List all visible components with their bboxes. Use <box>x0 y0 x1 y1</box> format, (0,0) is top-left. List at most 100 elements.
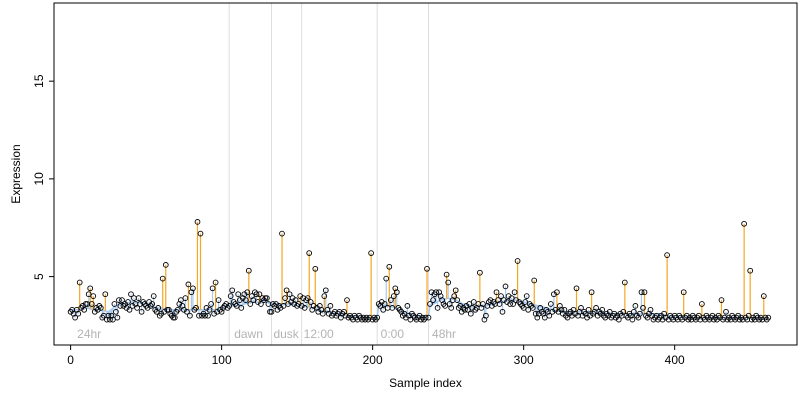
x-tick-label: 300 <box>514 353 534 367</box>
data-point <box>593 305 599 311</box>
data-point <box>253 291 260 298</box>
data-point <box>196 312 202 319</box>
data-point <box>75 310 82 317</box>
data-point <box>116 297 122 303</box>
data-point <box>640 305 646 311</box>
data-point <box>312 265 319 272</box>
data-point <box>747 267 754 274</box>
data-point <box>256 291 263 298</box>
data-point <box>212 279 219 286</box>
data-point <box>454 297 461 303</box>
data-point <box>113 308 119 315</box>
data-point <box>301 305 308 311</box>
axes: 0 100 200 300 400 5 10 15 Sample index Express… <box>9 2 798 390</box>
data-point <box>90 293 97 299</box>
data-point <box>149 301 156 307</box>
data-point <box>150 293 157 299</box>
data-point <box>404 303 411 309</box>
data-point <box>138 308 145 315</box>
data-point <box>327 303 334 309</box>
data-point <box>162 262 169 268</box>
y-tick-label: 10 <box>32 172 46 186</box>
data-point <box>85 291 92 298</box>
data-point <box>522 299 529 305</box>
data-point <box>194 219 201 225</box>
data-point <box>546 312 553 319</box>
data-point <box>286 291 293 298</box>
data-point <box>238 305 245 311</box>
data-point <box>381 301 388 307</box>
data-point <box>514 258 521 264</box>
data-point <box>496 301 503 307</box>
y-tick-label: 5 <box>32 273 46 280</box>
data-point <box>184 308 190 315</box>
y-axis-ticks: 5 10 15 <box>32 74 54 280</box>
data-point <box>529 305 536 311</box>
data-point <box>244 289 251 296</box>
data-point <box>483 312 489 319</box>
data-point <box>235 291 242 298</box>
data-point <box>621 279 628 286</box>
data-point <box>245 267 252 274</box>
data-point <box>125 299 131 305</box>
data-point <box>250 297 257 303</box>
phase-label: 0:00 <box>381 327 405 341</box>
data-point <box>374 314 381 321</box>
data-point <box>641 289 648 296</box>
data-point <box>258 301 264 307</box>
data-point <box>741 220 747 227</box>
data-point <box>477 269 483 276</box>
data-point <box>197 230 204 237</box>
data-point <box>229 287 236 294</box>
data-point <box>386 263 393 270</box>
data-point <box>88 301 95 307</box>
data-point <box>283 287 290 294</box>
data-point <box>114 314 121 321</box>
data-point <box>187 312 193 319</box>
data-point <box>466 301 473 307</box>
data-point <box>434 305 441 311</box>
data-point <box>765 314 772 321</box>
data-point <box>629 316 636 323</box>
data-point <box>279 230 285 237</box>
data-point <box>531 277 538 284</box>
data-point <box>507 301 513 307</box>
data-point <box>620 308 627 315</box>
data-point <box>523 293 530 299</box>
data-points <box>67 219 772 323</box>
data-point <box>321 293 328 299</box>
data-point <box>430 297 436 303</box>
data-point <box>699 301 705 307</box>
data-point <box>205 312 211 319</box>
phase-labels: 24hr dawn dusk 12:00 0:00 48hr <box>77 327 456 341</box>
data-point <box>718 297 725 303</box>
data-point <box>511 289 518 296</box>
data-point <box>510 301 516 307</box>
data-point <box>202 312 208 319</box>
data-point <box>664 252 670 258</box>
data-point <box>242 297 249 303</box>
data-point <box>215 297 222 303</box>
data-point <box>389 305 396 311</box>
data-point <box>433 289 439 296</box>
data-point <box>208 301 214 307</box>
data-point <box>508 295 515 301</box>
data-point <box>606 308 613 315</box>
data-point <box>233 303 240 309</box>
data-point <box>264 295 270 301</box>
data-point <box>322 287 329 294</box>
data-point <box>81 306 88 313</box>
data-point <box>547 301 554 307</box>
data-point <box>631 308 637 315</box>
data-point <box>493 289 500 296</box>
data-point <box>588 289 595 296</box>
data-point <box>723 308 729 315</box>
data-point <box>185 281 192 288</box>
data-point <box>502 283 509 290</box>
data-point <box>470 299 477 305</box>
y-axis-label: Expression <box>9 144 23 203</box>
plot-frame <box>53 2 798 346</box>
data-point <box>178 297 184 303</box>
